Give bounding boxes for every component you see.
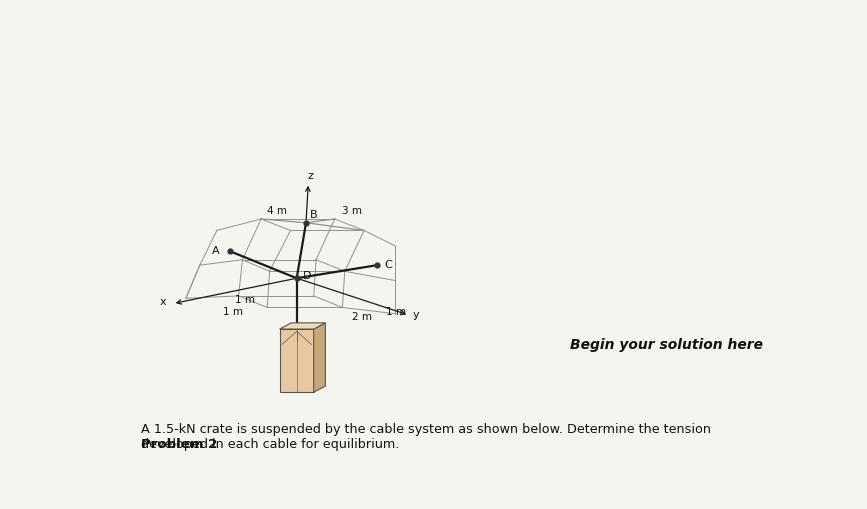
Text: B: B [310, 210, 317, 220]
Polygon shape [314, 323, 325, 392]
Text: C: C [384, 260, 392, 270]
Text: y: y [412, 310, 419, 320]
Polygon shape [280, 329, 314, 392]
Text: Begin your solution here: Begin your solution here [570, 338, 762, 352]
Text: x: x [160, 297, 166, 307]
Text: A 1.5-kN crate is suspended by the cable system as shown below. Determine the te: A 1.5-kN crate is suspended by the cable… [141, 423, 711, 451]
Text: Problem 2: Problem 2 [141, 438, 217, 451]
Text: 1 m: 1 m [235, 295, 255, 305]
Text: z: z [308, 171, 314, 181]
Polygon shape [280, 323, 325, 329]
Text: 4 m: 4 m [267, 206, 287, 216]
Text: A: A [212, 246, 220, 256]
Text: 1 m: 1 m [386, 307, 406, 318]
Text: 1 m: 1 m [223, 307, 243, 318]
Text: 3 m: 3 m [342, 206, 362, 216]
Text: D: D [303, 271, 311, 281]
Text: 2 m: 2 m [353, 312, 373, 322]
